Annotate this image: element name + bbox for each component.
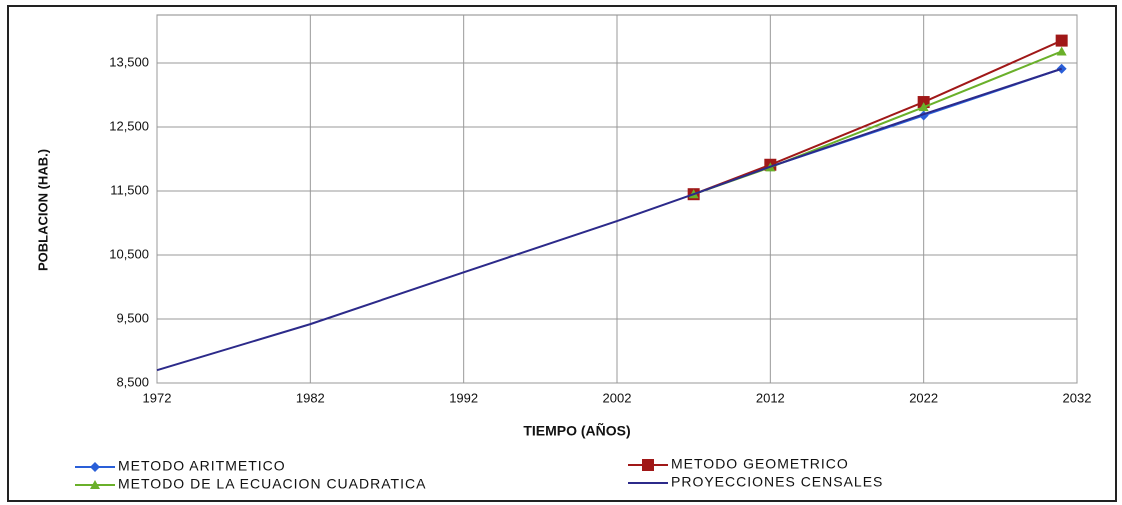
point (1055, 34, 1068, 47)
x-tick-label: 1972 (143, 390, 172, 405)
x-tick-label: 1982 (296, 390, 325, 405)
legend-label: METODO GEOMETRICO (671, 456, 849, 472)
point (1056, 46, 1067, 56)
x-tick-label: 2022 (909, 390, 938, 405)
y-tick-label: 11,500 (110, 182, 149, 197)
x-tick-label: 2012 (756, 390, 785, 405)
x-tick-label: 1992 (449, 390, 478, 405)
y-tick-label: 9,500 (116, 310, 149, 325)
legend-label: METODO ARITMETICO (118, 458, 286, 474)
legend-marker (642, 459, 654, 471)
y-tick-label: 13,500 (109, 54, 149, 69)
y-tick-label: 12,500 (109, 118, 149, 133)
y-axis-label: POBLACION (HAB.) (35, 149, 50, 271)
y-tick-label: 10,500 (109, 246, 149, 261)
point (918, 102, 929, 112)
y-tick-label: 8,500 (116, 374, 149, 389)
legend-marker (90, 462, 100, 472)
legend-label: METODO DE LA ECUACION CUADRATICA (118, 476, 426, 492)
legend-label: PROYECCIONES CENSALES (671, 474, 883, 490)
x-tick-label: 2032 (1063, 390, 1092, 405)
x-axis-label: TIEMPO (AÑOS) (523, 422, 630, 439)
legend-marker (90, 480, 100, 489)
frame (7, 5, 1117, 502)
x-tick-label: 2002 (603, 390, 632, 405)
series-line (156, 67, 1062, 372)
